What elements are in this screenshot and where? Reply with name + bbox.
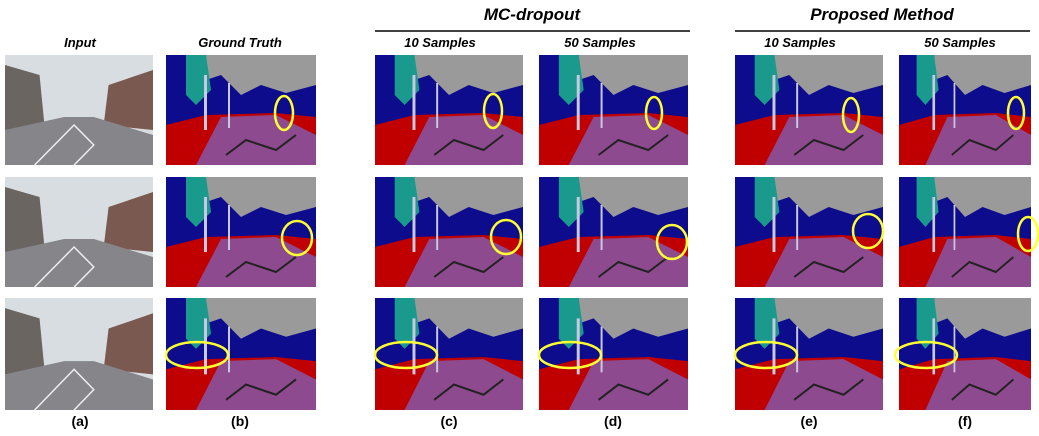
headers: Input Ground Truth 10 Samples 50 Samples… xyxy=(64,35,996,50)
column-caption: (b) xyxy=(231,413,249,429)
column-header: Input xyxy=(64,35,96,50)
segmentation-map xyxy=(375,177,523,287)
column-header: 50 Samples xyxy=(564,35,636,50)
column-caption: (e) xyxy=(800,413,817,429)
input-image xyxy=(5,55,153,165)
column-caption: (d) xyxy=(604,413,622,429)
segmentation-map xyxy=(899,177,1031,287)
column-header: Ground Truth xyxy=(198,35,282,50)
column-header: 50 Samples xyxy=(924,35,996,50)
input-image xyxy=(5,177,153,287)
segmentation-map xyxy=(899,298,1031,410)
images xyxy=(5,55,1031,410)
segmentation-map xyxy=(375,298,523,410)
segmentation-map xyxy=(166,298,316,410)
segmentation-map xyxy=(539,177,688,287)
column-caption: (c) xyxy=(440,413,457,429)
segmentation-map xyxy=(166,177,316,287)
segmentation-map xyxy=(735,177,883,287)
captions: (a) (b) (c) (d) (e) (f) xyxy=(71,413,972,429)
column-header: 10 Samples xyxy=(404,35,476,50)
segmentation-map xyxy=(735,55,883,165)
input-image xyxy=(5,298,153,410)
segmentation-map xyxy=(735,298,883,410)
column-caption: (f) xyxy=(958,413,972,429)
group-title: MC-dropout xyxy=(484,5,582,24)
column-header: 10 Samples xyxy=(764,35,836,50)
segmentation-map xyxy=(539,55,688,165)
segmentation-map xyxy=(539,298,688,410)
figure: MC-dropout Proposed Method Input Ground … xyxy=(0,0,1039,436)
column-caption: (a) xyxy=(71,413,88,429)
segmentation-map xyxy=(899,55,1031,165)
group-title: Proposed Method xyxy=(810,5,954,24)
